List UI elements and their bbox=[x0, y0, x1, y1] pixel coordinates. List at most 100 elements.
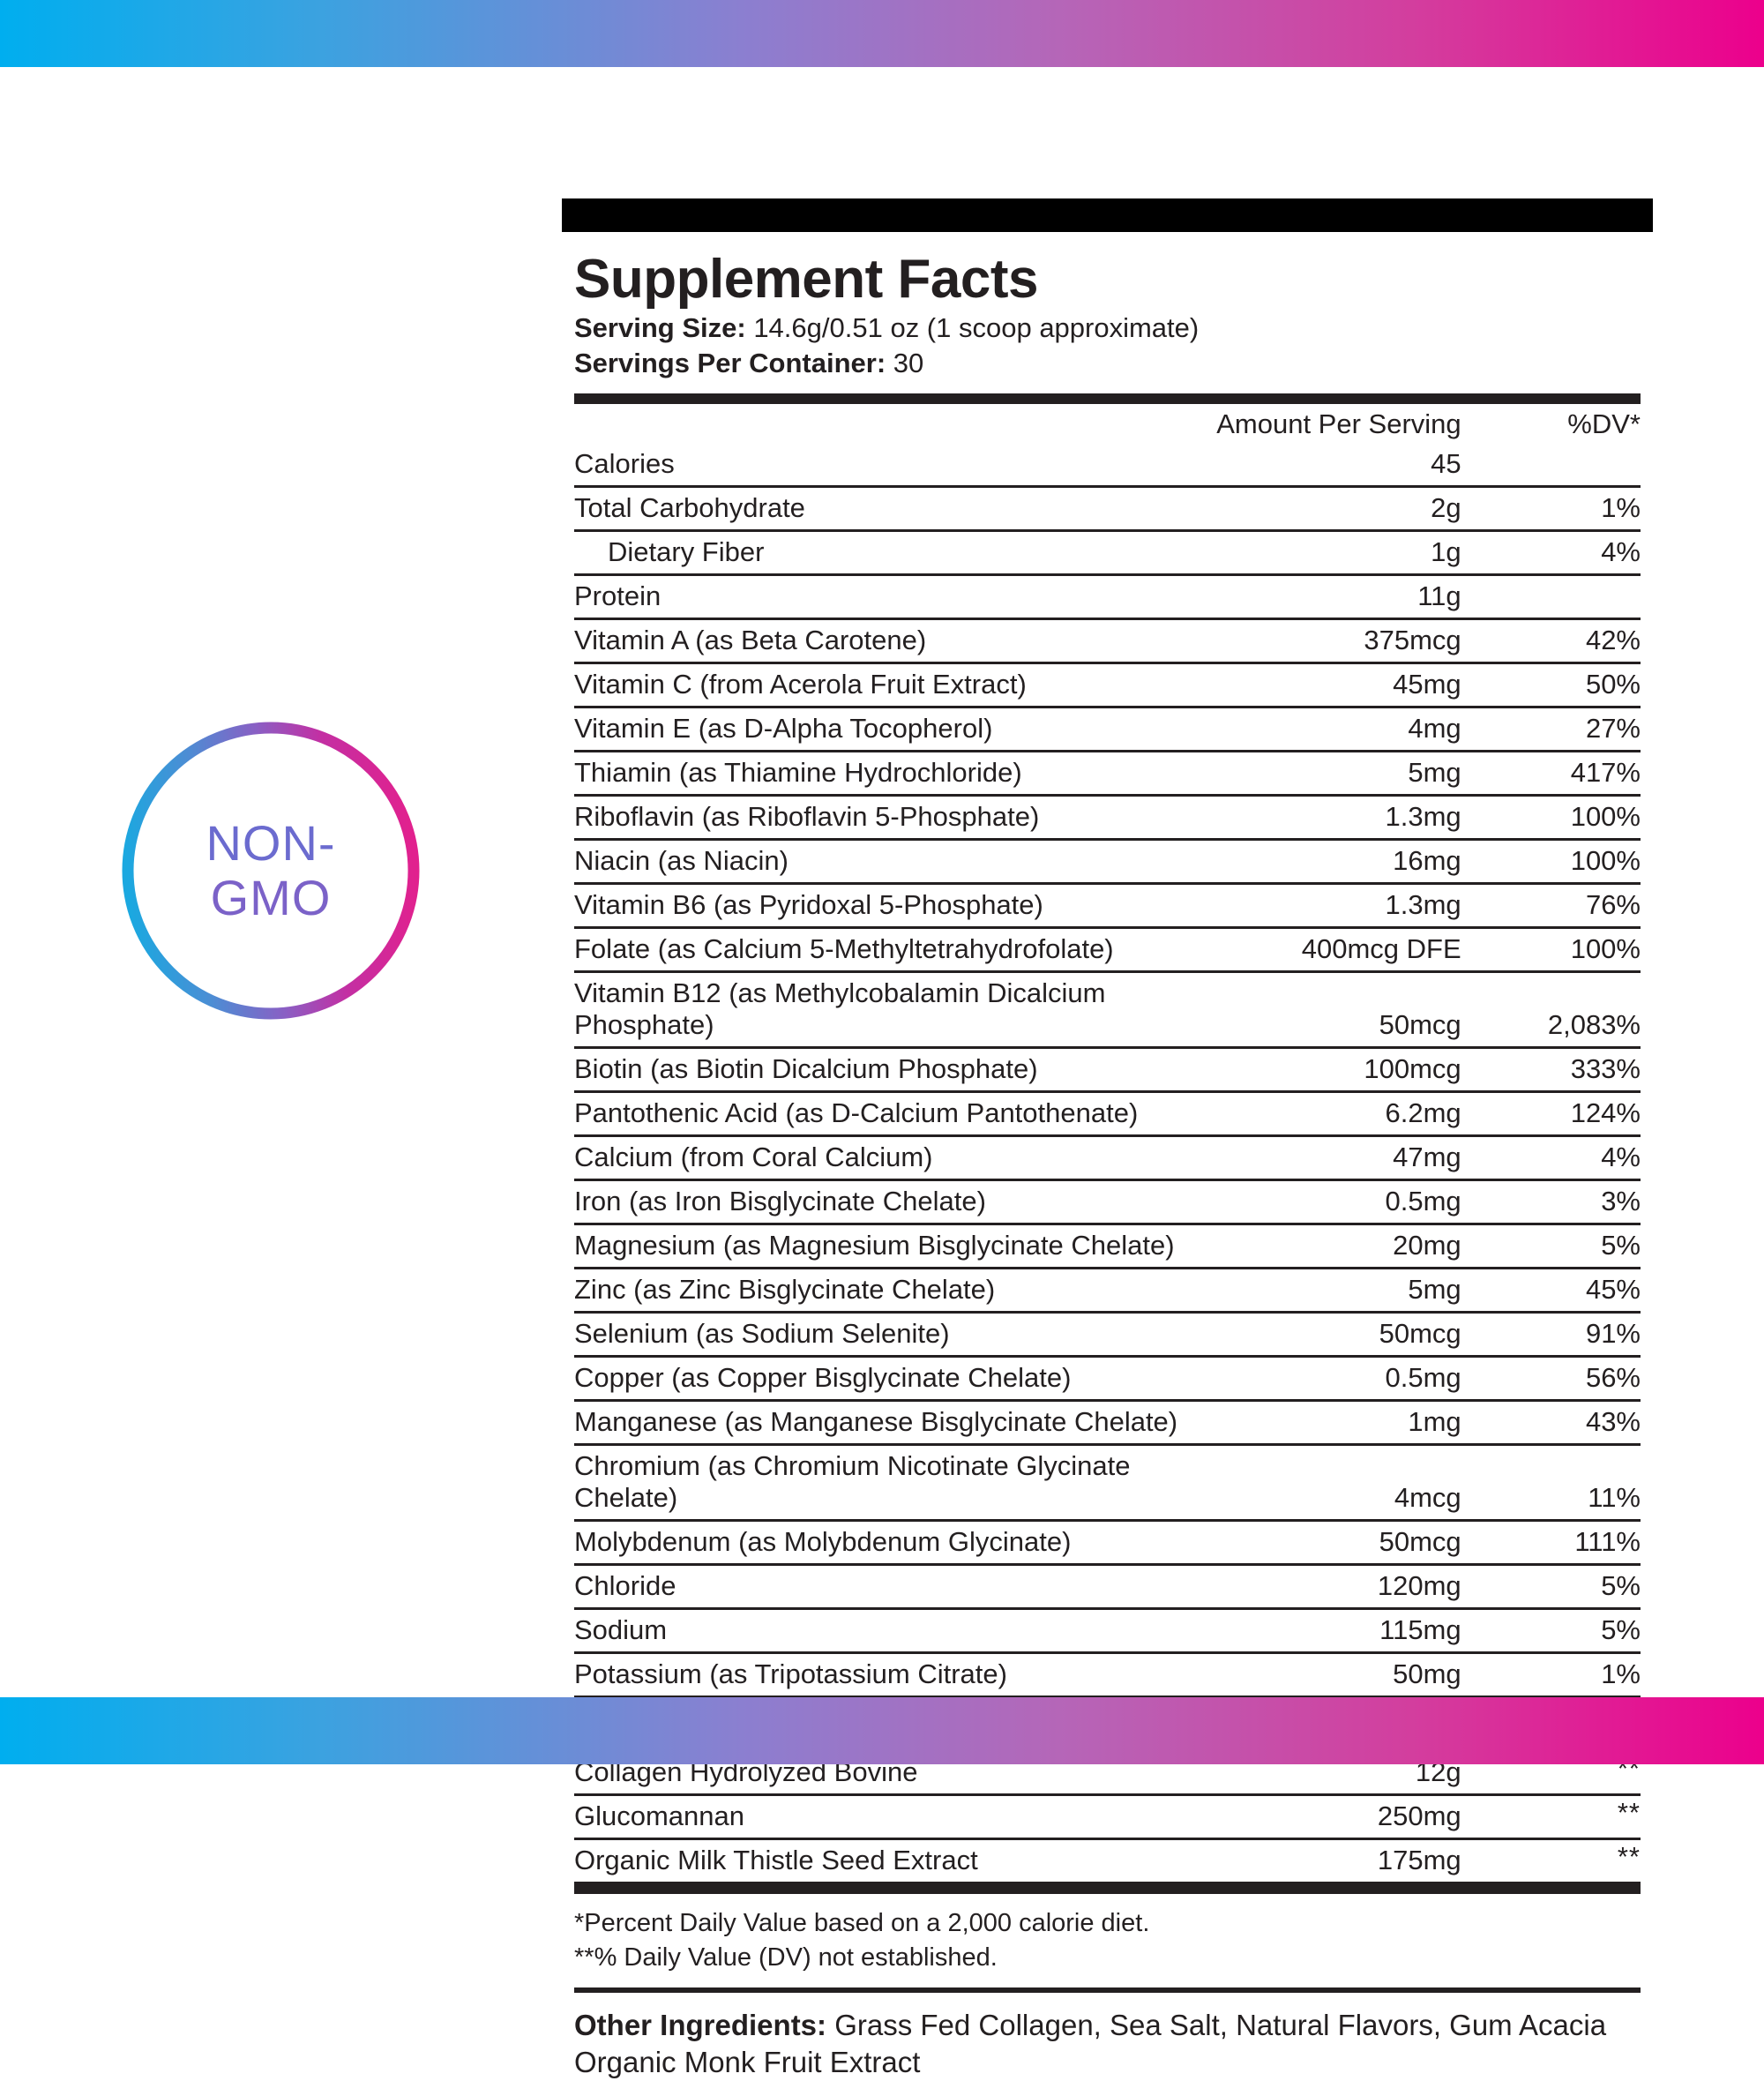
nutrient-daily-value: 5% bbox=[1480, 1224, 1641, 1269]
table-row: Molybdenum (as Molybdenum Glycinate) 50mc… bbox=[574, 1520, 1641, 1566]
nutrient-amount: 250mg bbox=[1192, 1794, 1481, 1840]
nutrient-name: Selenium (as Sodium Selenite) bbox=[574, 1312, 1193, 1358]
table-row: Folate (as Calcium 5-Methyltetrahydrofol… bbox=[574, 927, 1641, 973]
nutrient-amount: 4mg bbox=[1192, 707, 1481, 752]
nutrient-daily-value: 124% bbox=[1480, 1091, 1641, 1137]
table-row: Selenium (as Sodium Selenite) 50mcg 91% bbox=[574, 1312, 1641, 1358]
nutrient-daily-value bbox=[1480, 574, 1641, 620]
nutrient-daily-value: 100% bbox=[1480, 795, 1641, 841]
nutrient-name: Folate (as Calcium 5-Methyltetrahydrofol… bbox=[574, 927, 1193, 973]
nutrient-amount: 20mg bbox=[1192, 1224, 1481, 1269]
nutrient-amount: 11g bbox=[1192, 574, 1481, 620]
nutrient-amount: 45 bbox=[1192, 443, 1481, 488]
table-row: Chloride 120mg 5% bbox=[574, 1564, 1641, 1610]
servings-per-container-line: Servings Per Container: 30 bbox=[574, 346, 1641, 381]
nutrient-name: Vitamin E (as D-Alpha Tocopherol) bbox=[574, 707, 1193, 752]
nutrient-daily-value: 100% bbox=[1480, 927, 1641, 973]
table-row: Biotin (as Biotin Dicalcium Phosphate) 10… bbox=[574, 1047, 1641, 1093]
table-row: Vitamin E (as D-Alpha Tocopherol) 4mg 27% bbox=[574, 707, 1641, 752]
non-gmo-label-line1: NON- bbox=[206, 815, 336, 872]
table-header: Amount Per Serving %DV* bbox=[574, 404, 1641, 444]
nutrient-daily-value: 56% bbox=[1480, 1356, 1641, 1402]
nutrient-name: Calories bbox=[574, 443, 1193, 488]
nutrient-amount: 1.3mg bbox=[1192, 883, 1481, 929]
column-header-amount: Amount Per Serving bbox=[1216, 408, 1461, 439]
nutrient-amount: 16mg bbox=[1192, 839, 1481, 885]
table-row: Vitamin B6 (as Pyridoxal 5-Phosphate) 1.3… bbox=[574, 883, 1641, 929]
nutrient-amount: 1.3mg bbox=[1192, 795, 1481, 841]
nutrient-name: Potassium (as Tripotassium Citrate) bbox=[574, 1652, 1193, 1698]
nutrient-daily-value: 27% bbox=[1480, 707, 1641, 752]
nutrient-amount: 400mcg DFE bbox=[1192, 927, 1481, 973]
column-header-dv: %DV* bbox=[1567, 408, 1641, 439]
footnote-percent-dv: *Percent Daily Value based on a 2,000 ca… bbox=[574, 1908, 1150, 1937]
nutrient-amount: 5mg bbox=[1192, 751, 1481, 797]
panel-top-black-bar bbox=[562, 198, 1653, 232]
nutrient-amount: 5mg bbox=[1192, 1268, 1481, 1314]
nutrient-amount: 1g bbox=[1192, 530, 1481, 576]
nutrient-name: Thiamin (as Thiamine Hydrochloride) bbox=[574, 751, 1193, 797]
nutrient-name: Dietary Fiber bbox=[574, 530, 1193, 576]
nutrient-daily-value: 333% bbox=[1480, 1047, 1641, 1093]
nutrient-amount: 120mg bbox=[1192, 1564, 1481, 1610]
table-row: Protein 11g bbox=[574, 574, 1641, 620]
nutrient-name: Calcium (from Coral Calcium) bbox=[574, 1135, 1193, 1181]
table-row: Copper (as Copper Bisglycinate Chelate) 0… bbox=[574, 1356, 1641, 1402]
serving-size-value: 14.6g/0.51 oz (1 scoop approximate) bbox=[753, 312, 1200, 344]
servings-per-container-label: Servings Per Container: bbox=[574, 347, 886, 378]
table-row: Pantothenic Acid (as D-Calcium Pantothen… bbox=[574, 1091, 1641, 1137]
nutrient-name: Zinc (as Zinc Bisglycinate Chelate) bbox=[574, 1268, 1193, 1314]
nutrient-name: Niacin (as Niacin) bbox=[574, 839, 1193, 885]
nutrient-daily-value: 1% bbox=[1480, 1652, 1641, 1698]
serving-size-line: Serving Size: 14.6g/0.51 oz (1 scoop app… bbox=[574, 311, 1641, 346]
nutrient-daily-value: 2,083% bbox=[1480, 971, 1641, 1049]
other-ingredients-label: Other Ingredients: bbox=[574, 2008, 827, 2041]
table-row: Vitamin B12 (as Methylcobalamin Dicalciu… bbox=[574, 971, 1641, 1049]
table-row: Manganese (as Manganese Bisglycinate Che… bbox=[574, 1400, 1641, 1446]
nutrient-daily-value: 4% bbox=[1480, 1135, 1641, 1181]
nutrient-name: Organic Milk Thistle Seed Extract bbox=[574, 1844, 978, 1875]
nutrient-amount: 50mcg bbox=[1192, 1312, 1481, 1358]
nutrient-name: Protein bbox=[574, 574, 1193, 620]
serving-size-label: Serving Size: bbox=[574, 312, 746, 344]
footnote-dv-not-established: **% Daily Value (DV) not established. bbox=[574, 1943, 998, 1972]
column-header-name bbox=[574, 404, 1192, 444]
nutrient-amount: 47mg bbox=[1192, 1135, 1481, 1181]
nutrient-name: Vitamin A (as Beta Carotene) bbox=[574, 618, 1193, 664]
nutrient-name: Total Carbohydrate bbox=[574, 486, 1193, 532]
nutrient-amount: 175mg bbox=[1377, 1844, 1461, 1875]
nutrient-amount: 115mg bbox=[1192, 1608, 1481, 1654]
supplement-facts-panel: Supplement Facts Serving Size: 14.6g/0.5… bbox=[562, 198, 1653, 2081]
nutrient-daily-value: 91% bbox=[1480, 1312, 1641, 1358]
table-row: Sodium 115mg 5% bbox=[574, 1608, 1641, 1654]
nutrient-daily-value: 76% bbox=[1480, 883, 1641, 929]
nutrient-name: Magnesium (as Magnesium Bisglycinate Che… bbox=[574, 1224, 1193, 1269]
nutrient-daily-value: ** bbox=[1617, 1840, 1641, 1872]
nutrient-name: Biotin (as Biotin Dicalcium Phosphate) bbox=[574, 1047, 1193, 1093]
table-row: Calcium (from Coral Calcium) 47mg 4% bbox=[574, 1135, 1641, 1181]
non-gmo-label-line2: GMO bbox=[210, 870, 332, 925]
nutrient-name: Sodium bbox=[574, 1608, 1193, 1654]
nutrient-amount: 0.5mg bbox=[1192, 1179, 1481, 1225]
nutrient-amount: 45mg bbox=[1192, 662, 1481, 708]
bottom-gradient-bar bbox=[0, 1697, 1764, 1764]
nutrient-daily-value: 111% bbox=[1480, 1520, 1641, 1566]
table-row: Zinc (as Zinc Bisglycinate Chelate) 5mg 45… bbox=[574, 1268, 1641, 1314]
nutrient-name: Copper (as Copper Bisglycinate Chelate) bbox=[574, 1356, 1193, 1402]
nutrient-daily-value: 45% bbox=[1480, 1268, 1641, 1314]
nutrient-daily-value bbox=[1480, 443, 1641, 488]
nutrient-daily-value: 1% bbox=[1480, 486, 1641, 532]
other-ingredients: Other Ingredients: Grass Fed Collagen, S… bbox=[574, 1993, 1641, 2081]
nutrient-name: Chromium (as Chromium Nicotinate Glycina… bbox=[574, 1444, 1193, 1522]
table-body-secondary: Collagen Hydrolyzed Bovine 12g ** Glucomann… bbox=[574, 1751, 1641, 1882]
table-row: Chromium (as Chromium Nicotinate Glycina… bbox=[574, 1444, 1641, 1522]
nutrient-daily-value: 100% bbox=[1480, 839, 1641, 885]
table-row: Potassium (as Tripotassium Citrate) 50mg 1… bbox=[574, 1652, 1641, 1698]
nutrient-daily-value: 50% bbox=[1480, 662, 1641, 708]
servings-per-container-value: 30 bbox=[893, 347, 924, 378]
nutrient-name: Iron (as Iron Bisglycinate Chelate) bbox=[574, 1179, 1193, 1225]
nutrient-name: Vitamin C (from Acerola Fruit Extract) bbox=[574, 662, 1193, 708]
top-gradient-bar bbox=[0, 0, 1764, 67]
nutrient-name: Molybdenum (as Molybdenum Glycinate) bbox=[574, 1520, 1193, 1566]
supplement-facts-table-secondary: Collagen Hydrolyzed Bovine 12g ** Glucomann… bbox=[574, 1751, 1641, 1882]
